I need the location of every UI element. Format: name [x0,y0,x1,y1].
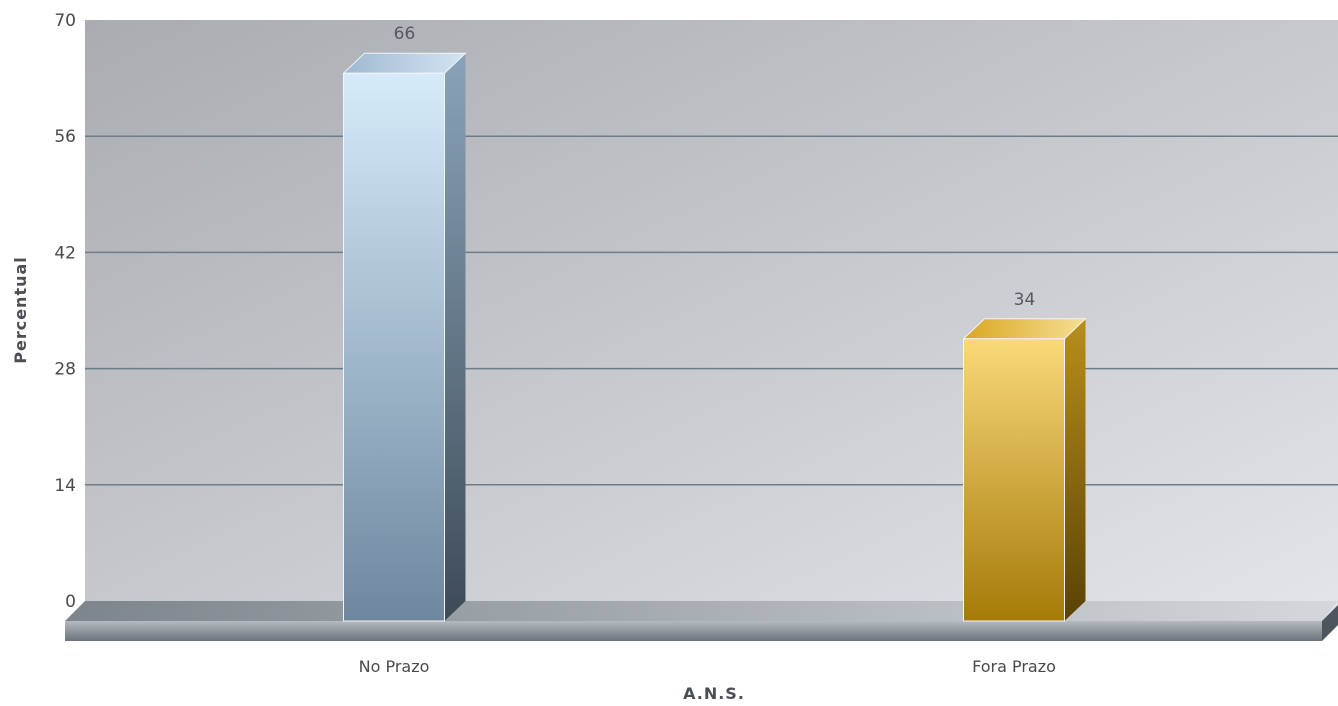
x-axis-title: A.N.S. [683,684,745,703]
y-tick-label-14: 14 [54,476,76,496]
bar-2-side [1064,318,1086,621]
x-category-label-1: No Prazo [359,657,430,676]
bars: 66 34 [342,24,1087,622]
y-axis-ticks: 0 14 28 42 56 70 [54,11,76,612]
data-label-2: 34 [1014,290,1036,310]
y-tick-label-70: 70 [54,11,76,31]
data-label-1: 66 [394,24,416,44]
chart-floor-side [1322,605,1338,641]
chart-floor-top [65,601,1338,621]
bar-2-front [963,338,1065,622]
y-tick-label-28: 28 [54,360,76,380]
y-tick-label-42: 42 [54,243,76,263]
bar-2-top [962,318,1087,340]
y-tick-label-0: 0 [65,592,76,612]
plot-area [85,20,1338,621]
bar-1-side [444,53,466,621]
chart-floor-front [65,621,1322,641]
x-category-label-2: Fora Prazo [972,657,1056,676]
bar-1 [342,52,467,622]
bar-1-front [343,72,445,622]
y-tick-label-56: 56 [54,127,76,147]
y-axis-title: Percentual [11,256,30,364]
bar-1-top [342,52,467,74]
x-axis-categories: No Prazo Fora Prazo [359,657,1056,676]
gridlines [85,135,1338,486]
bar-2 [962,318,1087,622]
